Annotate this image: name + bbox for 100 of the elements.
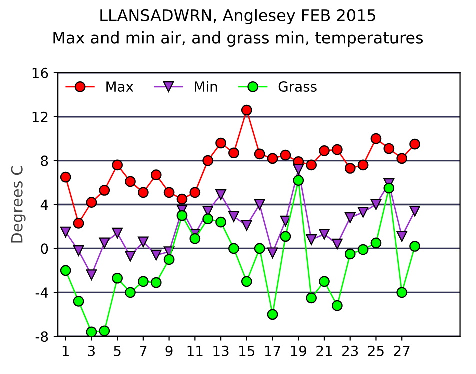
point bbox=[73, 245, 84, 256]
point bbox=[358, 207, 369, 218]
y-tick-label: 0 bbox=[41, 244, 48, 254]
point bbox=[241, 220, 252, 232]
point bbox=[267, 248, 278, 259]
point bbox=[99, 238, 110, 249]
x-tick-label: 25 bbox=[368, 346, 384, 356]
point bbox=[293, 175, 304, 186]
point bbox=[86, 270, 98, 280]
x-tick-label: 19 bbox=[291, 346, 306, 356]
point bbox=[370, 199, 382, 210]
point bbox=[86, 326, 98, 337]
point bbox=[228, 243, 240, 254]
point bbox=[254, 243, 266, 254]
x-tick-label: 3 bbox=[88, 346, 96, 356]
x-tick-label: 5 bbox=[114, 346, 121, 356]
point bbox=[216, 216, 226, 228]
point bbox=[306, 234, 317, 246]
point bbox=[176, 210, 188, 222]
x-tick-label: 21 bbox=[316, 346, 332, 356]
point bbox=[60, 172, 72, 183]
point bbox=[332, 238, 343, 250]
point bbox=[370, 133, 382, 144]
point bbox=[267, 153, 278, 164]
point bbox=[370, 238, 382, 249]
point bbox=[358, 160, 369, 171]
point bbox=[241, 104, 252, 116]
point bbox=[319, 229, 330, 240]
point bbox=[138, 187, 149, 198]
point bbox=[125, 176, 136, 188]
point bbox=[228, 211, 240, 222]
point bbox=[358, 244, 369, 256]
point bbox=[306, 160, 317, 171]
point bbox=[384, 182, 395, 194]
chart-title: LLANSADWRN, Anglesey FEB 2015 bbox=[100, 9, 376, 25]
x-tick-label: 13 bbox=[214, 346, 229, 356]
point bbox=[306, 292, 317, 304]
x-tick-label: 23 bbox=[342, 346, 358, 356]
point bbox=[99, 185, 110, 196]
x-tick-label: 27 bbox=[394, 346, 410, 356]
point bbox=[150, 170, 162, 181]
point bbox=[344, 248, 356, 260]
point bbox=[164, 254, 175, 266]
point bbox=[112, 272, 123, 284]
point bbox=[138, 236, 149, 248]
point bbox=[280, 216, 292, 227]
point bbox=[280, 150, 292, 161]
point bbox=[254, 148, 266, 160]
point bbox=[176, 194, 188, 205]
y-axis-title: Degrees C bbox=[11, 166, 26, 243]
point bbox=[319, 276, 330, 288]
y-tick-label: -4 bbox=[36, 288, 48, 298]
point bbox=[86, 197, 98, 208]
point bbox=[125, 287, 136, 298]
point bbox=[280, 231, 292, 242]
x-tick-label: 15 bbox=[240, 346, 255, 356]
point bbox=[216, 138, 226, 149]
point bbox=[396, 231, 408, 242]
point bbox=[319, 146, 330, 156]
legend-label: Min bbox=[195, 81, 218, 92]
legend-label: Grass bbox=[278, 82, 317, 92]
point bbox=[241, 276, 252, 288]
point bbox=[332, 144, 343, 156]
point bbox=[396, 287, 408, 298]
point bbox=[228, 148, 240, 159]
point bbox=[150, 277, 162, 288]
point bbox=[267, 309, 278, 320]
x-tick-label: 11 bbox=[188, 346, 203, 356]
point bbox=[216, 189, 226, 200]
point bbox=[112, 228, 123, 239]
point bbox=[202, 214, 214, 224]
chart-subtitle: Max and min air, and grass min, temperatures bbox=[54, 32, 424, 47]
y-tick-label: -8 bbox=[36, 332, 48, 342]
point bbox=[293, 164, 304, 176]
point bbox=[73, 296, 84, 307]
point bbox=[202, 155, 214, 166]
point bbox=[99, 326, 110, 337]
point bbox=[410, 206, 420, 217]
point bbox=[344, 163, 356, 174]
point bbox=[410, 241, 420, 252]
point bbox=[410, 138, 420, 150]
point bbox=[150, 250, 162, 261]
point bbox=[190, 233, 201, 244]
point bbox=[112, 160, 123, 171]
point bbox=[60, 226, 72, 238]
point bbox=[332, 300, 343, 312]
x-tick-label: 1 bbox=[62, 346, 69, 356]
point bbox=[138, 276, 149, 288]
point bbox=[396, 153, 408, 164]
y-tick-label: 12 bbox=[32, 112, 48, 122]
point bbox=[73, 218, 84, 229]
x-tick-label: 7 bbox=[140, 346, 147, 356]
x-tick-label: 17 bbox=[265, 346, 280, 356]
point bbox=[190, 187, 201, 198]
point bbox=[60, 265, 72, 276]
x-tick-label: 9 bbox=[166, 346, 173, 356]
point bbox=[125, 250, 136, 262]
point bbox=[344, 212, 356, 224]
point bbox=[384, 143, 395, 154]
y-tick-label: 8 bbox=[41, 156, 48, 166]
